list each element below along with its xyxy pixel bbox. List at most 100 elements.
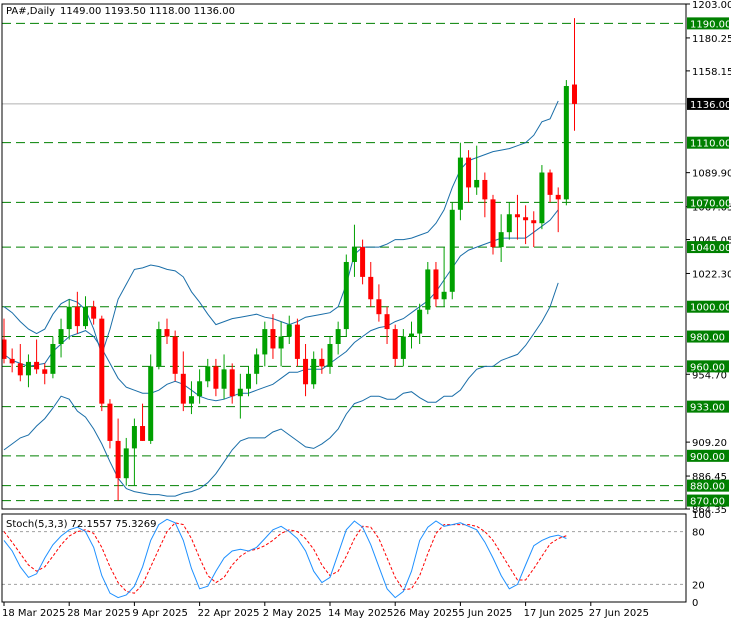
candle-body bbox=[335, 329, 341, 344]
date-label: 14 May 2025 bbox=[328, 608, 393, 619]
level-label: 1190.00 bbox=[690, 19, 731, 30]
candle-body bbox=[270, 329, 276, 349]
candle bbox=[563, 80, 569, 206]
price-pane-frame bbox=[1, 3, 687, 510]
price-tick-label: 1180.25 bbox=[692, 34, 731, 45]
price-tick-label: 1089.90 bbox=[692, 169, 731, 180]
candle-body bbox=[376, 299, 382, 315]
candle bbox=[205, 358, 211, 388]
stochastic-pane-frame bbox=[1, 513, 687, 603]
candle-body bbox=[91, 306, 97, 319]
candle bbox=[131, 418, 137, 486]
level-label: 900.00 bbox=[690, 452, 725, 463]
level-label-box bbox=[687, 494, 729, 507]
level-label-box bbox=[687, 449, 729, 462]
candle bbox=[246, 366, 251, 397]
candle bbox=[400, 329, 406, 367]
candle bbox=[180, 351, 186, 412]
candlesticks bbox=[1, 18, 577, 501]
candle-body bbox=[343, 261, 349, 330]
candle-body bbox=[539, 172, 545, 224]
price-tick-label: 909.20 bbox=[692, 438, 727, 449]
candle-body bbox=[433, 269, 439, 300]
candle bbox=[34, 339, 40, 374]
candle-body bbox=[164, 329, 170, 337]
candle bbox=[254, 348, 260, 385]
candle bbox=[221, 354, 227, 400]
candle bbox=[286, 315, 292, 344]
candle bbox=[490, 194, 496, 255]
level-label: 1070.00 bbox=[690, 198, 731, 209]
candle-body bbox=[319, 358, 325, 367]
candle bbox=[433, 261, 439, 307]
stochastic-axis-label: 0 bbox=[692, 598, 698, 609]
candle bbox=[360, 239, 366, 285]
candle bbox=[237, 373, 243, 419]
candle bbox=[441, 247, 447, 307]
level-label-box bbox=[687, 330, 729, 343]
current-price-box bbox=[687, 97, 729, 110]
candle bbox=[474, 145, 480, 195]
bollinger-lower-line bbox=[3, 282, 559, 497]
candle bbox=[417, 303, 423, 344]
candle-body bbox=[83, 306, 88, 327]
candle bbox=[409, 321, 414, 349]
candle bbox=[1, 318, 7, 364]
candle-body bbox=[188, 396, 194, 404]
candle bbox=[188, 381, 194, 415]
level-label-box bbox=[687, 17, 729, 30]
candle-body bbox=[58, 329, 64, 344]
candle-body bbox=[392, 329, 398, 359]
date-label: 17 Jun 2025 bbox=[524, 608, 584, 619]
level-label-box bbox=[687, 136, 729, 149]
date-label: 2 May 2025 bbox=[263, 608, 322, 619]
candle-body bbox=[229, 369, 235, 397]
candle bbox=[449, 202, 455, 300]
candle-body bbox=[286, 324, 292, 337]
stochastic-label: Stoch(5,3,3) 72.1557 75.3269 bbox=[6, 519, 157, 530]
candle-body bbox=[197, 381, 203, 397]
candle-body bbox=[425, 269, 431, 310]
candle-body bbox=[9, 358, 15, 364]
candle-body bbox=[482, 179, 488, 200]
candle-body bbox=[1, 339, 7, 359]
level-label: 1110.00 bbox=[690, 139, 731, 150]
level-label: 870.00 bbox=[690, 497, 725, 508]
candle-body bbox=[417, 309, 423, 334]
candle bbox=[531, 211, 537, 248]
candle-body bbox=[327, 343, 333, 367]
stochastic-main-line bbox=[3, 518, 567, 599]
candle-body bbox=[172, 336, 178, 374]
candle bbox=[335, 321, 341, 355]
candle bbox=[148, 354, 154, 444]
candle bbox=[368, 261, 374, 307]
candle bbox=[42, 363, 48, 385]
candle-body bbox=[311, 358, 317, 385]
level-label-box bbox=[687, 400, 729, 413]
price-tick-label: 1203.00 bbox=[692, 0, 731, 11]
candle-body bbox=[531, 220, 537, 224]
price-tick-label: 1022.30 bbox=[692, 269, 731, 280]
candle bbox=[572, 18, 577, 131]
price-tick-label: 1045.05 bbox=[692, 236, 731, 247]
candle-body bbox=[498, 232, 504, 248]
candle bbox=[140, 403, 146, 441]
candle-body bbox=[50, 343, 56, 374]
date-label: 9 Apr 2025 bbox=[132, 608, 187, 619]
candle-body bbox=[17, 363, 23, 376]
candle-body bbox=[107, 403, 113, 441]
candle bbox=[343, 254, 349, 337]
candle bbox=[115, 418, 121, 501]
candle-body bbox=[34, 361, 40, 370]
candle bbox=[164, 318, 170, 344]
candle bbox=[172, 330, 178, 382]
level-label: 960.00 bbox=[690, 362, 725, 373]
candle-body bbox=[278, 336, 284, 349]
candle bbox=[107, 399, 113, 449]
candle bbox=[498, 214, 504, 262]
bollinger-upper-line bbox=[3, 100, 559, 357]
price-tick-label: 1158.15 bbox=[692, 67, 731, 78]
candle-body bbox=[221, 369, 227, 389]
